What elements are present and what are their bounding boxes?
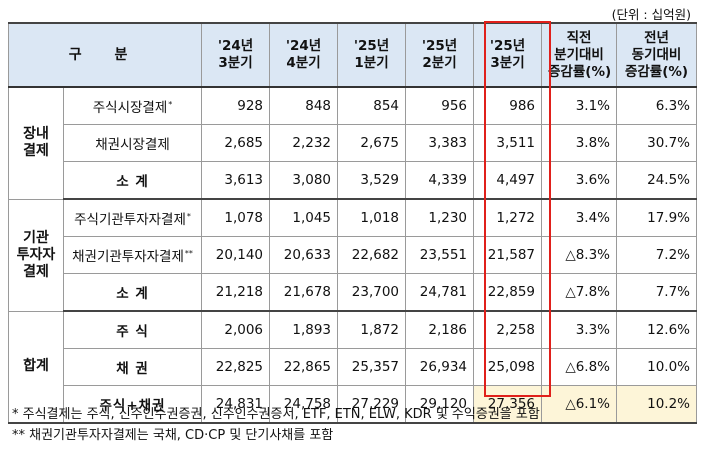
value-cell: 4,497 [473, 161, 543, 200]
value-cell: 4,339 [405, 161, 475, 200]
value-cell: 20,633 [269, 236, 339, 274]
header-col: 직전 분기대비 증감률(%) [541, 22, 618, 88]
value-cell: △7.8% [541, 273, 618, 312]
value-cell: 24,758 [269, 385, 339, 424]
value-cell: 21,678 [269, 273, 339, 312]
value-cell: 21,587 [473, 236, 543, 274]
row-label: 주 식 [62, 310, 203, 349]
value-cell: 2,006 [201, 310, 271, 349]
value-cell: 6.3% [616, 86, 698, 125]
value-cell: 2,232 [269, 124, 339, 162]
row-label: 채 권 [62, 348, 203, 386]
value-cell: 3.8% [541, 124, 618, 162]
value-cell: 21,218 [201, 273, 271, 312]
footnote-mark: * [186, 211, 191, 221]
header-col: 전년 동기대비 증감률(%) [616, 22, 698, 88]
table-row: 장내 결제 주식시장결제* 928 848 854 956 986 3.1% 6.3% [8, 86, 698, 200]
value-cell: △8.3% [541, 236, 618, 274]
table-row: 채권기관투자자결제** 20,140 20,633 22,682 23,551 21,58… [9, 236, 698, 274]
value-cell: 7.2% [616, 236, 698, 274]
value-cell: 848 [269, 86, 339, 125]
table-row: 소 계 3,613 3,080 3,529 4,339 4,497 3.6% 24.5% [9, 161, 698, 200]
table-row: 채 권 22,825 22,865 25,357 26,934 25,098 △6.8% 10… [9, 348, 698, 386]
footnote-mark: ** [184, 248, 193, 258]
group-label: 합계 [8, 310, 64, 424]
value-cell: 1,045 [269, 198, 339, 237]
value-cell: 928 [201, 86, 271, 125]
value-cell: 7.7% [616, 273, 698, 312]
header-col: '25년 2분기 [405, 22, 475, 88]
value-cell: 3,080 [269, 161, 339, 200]
group-label: 기관 투자자 결제 [8, 198, 64, 312]
value-cell: 20,140 [201, 236, 271, 274]
value-cell: 3.6% [541, 161, 618, 200]
row-label: 채권시장결제 [62, 124, 203, 162]
value-cell: 1,078 [201, 198, 271, 237]
settlement-table: 구 분 '24년 3분기 '24년 4분기 '25년 1분기 '25년 2분기 '25년… [7, 22, 698, 424]
value-cell: 25,357 [337, 348, 407, 386]
header-category: 구 분 [7, 22, 203, 88]
table-row: 소 계 21,218 21,678 23,700 24,781 22,859 △7.8% 7.… [9, 273, 698, 312]
value-cell: 23,700 [337, 273, 407, 312]
table-row: 채권시장결제 2,685 2,232 2,675 3,383 3,511 3.8% 30.7% [9, 124, 698, 162]
group-label: 장내 결제 [8, 86, 64, 200]
header-row: 구 분 '24년 3분기 '24년 4분기 '25년 1분기 '25년 2분기 '25년… [7, 22, 698, 88]
value-cell: 854 [337, 86, 407, 125]
footnote: ** 채권기관투자자결제는 국채, CD·CP 및 단기사채를 포함 [12, 428, 334, 443]
value-cell: 10.0% [616, 348, 698, 386]
header-col: '24년 3분기 [201, 22, 271, 88]
table-row: 합계 주 식 2,006 1,893 1,872 2,186 2,258 3.3% 12.6% [8, 310, 698, 424]
value-cell: 2,685 [201, 124, 271, 162]
value-cell: 26,934 [405, 348, 475, 386]
value-cell: 1,230 [405, 198, 475, 237]
value-cell: 22,859 [473, 273, 543, 312]
value-cell: 24,781 [405, 273, 475, 312]
value-cell: 22,865 [269, 348, 339, 386]
table-row: 주식+채권 24,831 24,758 27,229 29,120 27,356 △6.1%… [9, 385, 698, 424]
value-cell: 2,258 [473, 310, 543, 349]
value-cell: 1,018 [337, 198, 407, 237]
table-body: 장내 결제 주식시장결제* 928 848 854 956 986 3.1% 6.3% 채권시장결제… [8, 86, 698, 424]
value-cell: 17.9% [616, 198, 698, 237]
row-label: 소 계 [62, 273, 203, 312]
value-cell: 10.2% [616, 385, 698, 424]
row-label: 주식기관투자자결제* [62, 198, 203, 237]
row-label: 채권기관투자자결제** [62, 236, 203, 274]
value-cell: 1,872 [337, 310, 407, 349]
table-row: 기관 투자자 결제 주식기관투자자결제* 1,078 1,045 1,018 1,230 1,2… [8, 198, 698, 312]
header-col: '25년 1분기 [337, 22, 407, 88]
value-cell: 3.4% [541, 198, 618, 237]
unit-note: (단위 : 십억원) [611, 7, 691, 22]
value-cell: 22,682 [337, 236, 407, 274]
footnote: * 주식결제는 주식, 신주인수권증권, 신주인수권증서, ETF, ETN, … [12, 407, 540, 422]
footnote-mark: * [168, 99, 173, 109]
value-cell: 2,675 [337, 124, 407, 162]
value-cell: 1,272 [473, 198, 543, 237]
value-cell: 1,893 [269, 310, 339, 349]
row-label: 소 계 [62, 161, 203, 200]
value-cell: 3,529 [337, 161, 407, 200]
header-col: '25년 3분기 [473, 22, 543, 88]
value-cell: 25,098 [473, 348, 543, 386]
header-col: '24년 4분기 [269, 22, 339, 88]
value-cell: 22,825 [201, 348, 271, 386]
row-label: 주식시장결제* [62, 86, 203, 125]
value-cell: 3,613 [201, 161, 271, 200]
footnotes: * 주식결제는 주식, 신주인수권증권, 신주인수권증서, ETF, ETN, … [12, 404, 540, 446]
value-cell: 3.1% [541, 86, 618, 125]
value-cell: 30.7% [616, 124, 698, 162]
value-cell: 986 [473, 86, 543, 125]
value-cell: 956 [405, 86, 475, 125]
row-label: 주식+채권 [62, 385, 203, 424]
value-cell: △6.1% [541, 385, 618, 424]
value-cell: 27,356 [473, 385, 543, 424]
value-cell: 12.6% [616, 310, 698, 349]
value-cell: △6.8% [541, 348, 618, 386]
value-cell: 3,511 [473, 124, 543, 162]
value-cell: 23,551 [405, 236, 475, 274]
value-cell: 3.3% [541, 310, 618, 349]
value-cell: 2,186 [405, 310, 475, 349]
value-cell: 3,383 [405, 124, 475, 162]
value-cell: 24.5% [616, 161, 698, 200]
